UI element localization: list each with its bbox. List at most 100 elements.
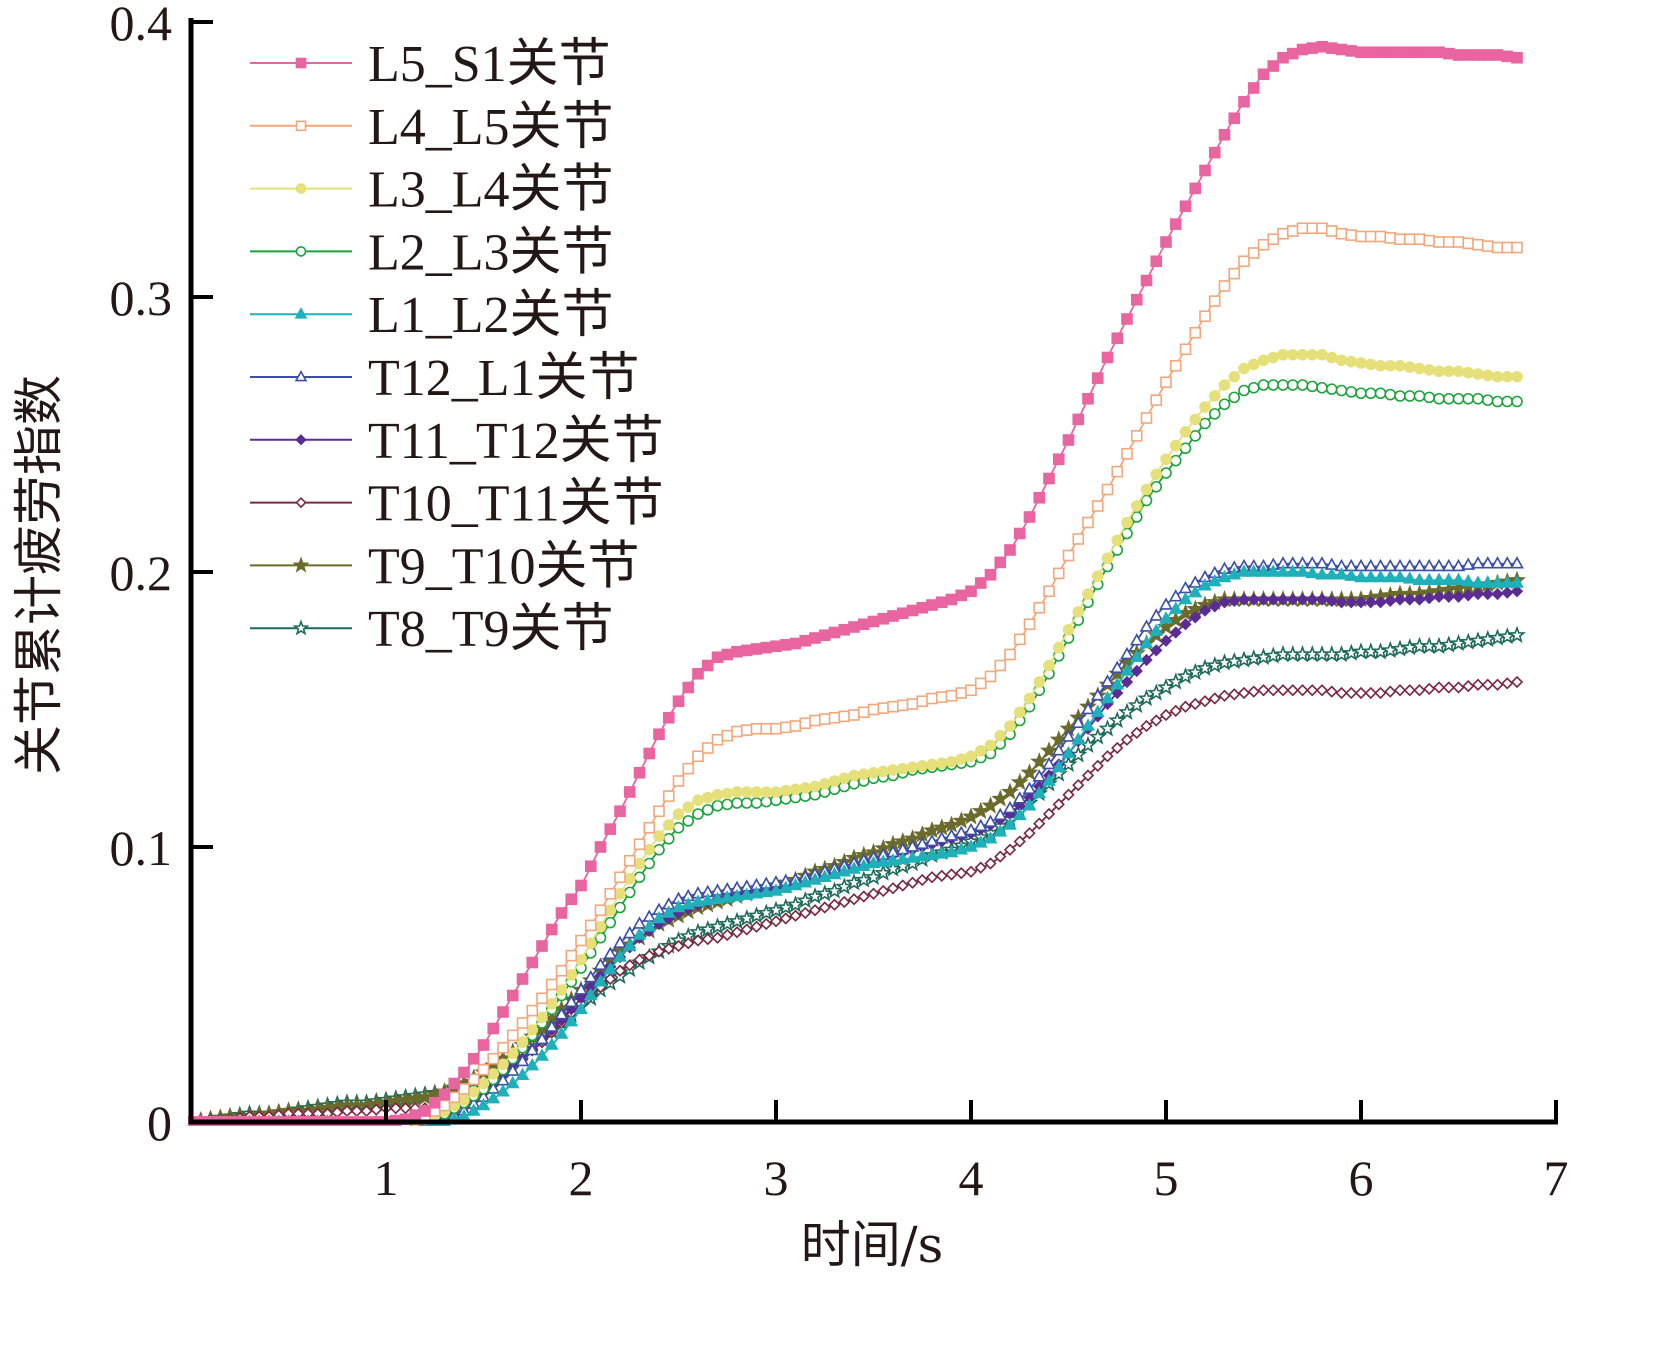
data-point (837, 864, 852, 877)
data-point (1062, 434, 1075, 446)
data-point (838, 623, 851, 636)
data-point (710, 891, 725, 905)
data-point (1150, 714, 1163, 727)
data-point (1159, 634, 1173, 647)
data-point (506, 1047, 519, 1060)
data-point (1371, 642, 1390, 660)
data-point (1130, 726, 1143, 740)
data-point (545, 978, 558, 991)
data-point (1228, 391, 1241, 404)
data-point (682, 762, 695, 775)
data-point (1072, 606, 1085, 618)
data-point (1345, 386, 1358, 398)
data-point (1511, 395, 1523, 408)
data-point (1491, 370, 1504, 383)
data-point (1217, 569, 1232, 583)
data-point (653, 805, 665, 818)
data-point (1010, 772, 1029, 791)
data-point (769, 915, 783, 928)
data-point (1179, 442, 1192, 455)
data-point (1247, 82, 1260, 94)
data-point (984, 739, 997, 752)
data-point (497, 1058, 509, 1071)
data-point (886, 853, 900, 866)
data-point (945, 868, 958, 881)
data-point (1510, 675, 1524, 689)
data-point (1208, 408, 1221, 420)
data-point (565, 949, 578, 962)
legend-item-t11-t12: T11_T12关节 (250, 413, 664, 470)
data-point (701, 804, 714, 816)
series-layer (188, 40, 1526, 1126)
legend-item-l4-l5: L4_L5关节 (250, 99, 614, 156)
data-point (458, 1083, 470, 1095)
data-point (916, 760, 929, 772)
data-point (866, 855, 881, 869)
data-point (1403, 593, 1416, 606)
data-point (1345, 596, 1358, 609)
data-point (934, 846, 949, 859)
data-point (1276, 684, 1290, 697)
data-point (467, 1073, 480, 1086)
data-point (1023, 692, 1036, 705)
data-point (1471, 575, 1485, 588)
data-point (1040, 741, 1058, 759)
data-point (1121, 527, 1133, 540)
data-point (1176, 667, 1195, 685)
data-point (1101, 552, 1114, 565)
data-point (895, 851, 910, 865)
data-point (632, 927, 647, 940)
data-point (1277, 51, 1289, 64)
data-point (867, 766, 880, 779)
data-point (1335, 596, 1348, 609)
data-point (1247, 247, 1260, 259)
data-point (759, 884, 774, 898)
data-point (487, 1068, 500, 1080)
data-point (1305, 565, 1320, 579)
data-point (653, 728, 665, 741)
data-point (1422, 572, 1437, 586)
data-point (974, 577, 987, 589)
data-point (1306, 222, 1319, 235)
data-point (1052, 798, 1065, 811)
data-point (1121, 447, 1133, 460)
data-point (1442, 681, 1455, 694)
data-point (1033, 601, 1046, 614)
data-point (925, 871, 939, 884)
data-point (593, 974, 608, 987)
data-point (1332, 645, 1351, 663)
data-point (1130, 664, 1143, 678)
data-point (583, 970, 598, 983)
data-point (1228, 594, 1241, 608)
data-point (1462, 49, 1475, 61)
data-point (1355, 387, 1367, 400)
data-point (604, 916, 617, 929)
y-tick-label: 0 (147, 1095, 172, 1151)
data-point (994, 556, 1007, 569)
data-point (906, 604, 919, 617)
data-point (575, 934, 587, 947)
data-point (1451, 558, 1466, 572)
data-point (770, 640, 782, 653)
data-point (993, 807, 1008, 821)
data-point (1111, 741, 1124, 755)
data-point (1049, 730, 1068, 748)
data-point (554, 1026, 569, 1039)
data-point (1228, 370, 1241, 383)
data-point (1081, 718, 1095, 731)
data-point (1208, 295, 1221, 307)
data-point (1491, 395, 1504, 408)
data-point (984, 568, 997, 581)
data-point (692, 750, 704, 763)
data-point (1432, 681, 1446, 694)
data-point (876, 854, 891, 867)
data-point (838, 710, 851, 723)
data-point (1130, 500, 1143, 512)
data-point (1393, 684, 1407, 697)
data-point (740, 724, 753, 736)
data-point (1062, 788, 1075, 801)
data-point (505, 1075, 520, 1089)
data-point (672, 821, 685, 834)
data-point (614, 887, 626, 900)
data-point (1423, 46, 1436, 59)
